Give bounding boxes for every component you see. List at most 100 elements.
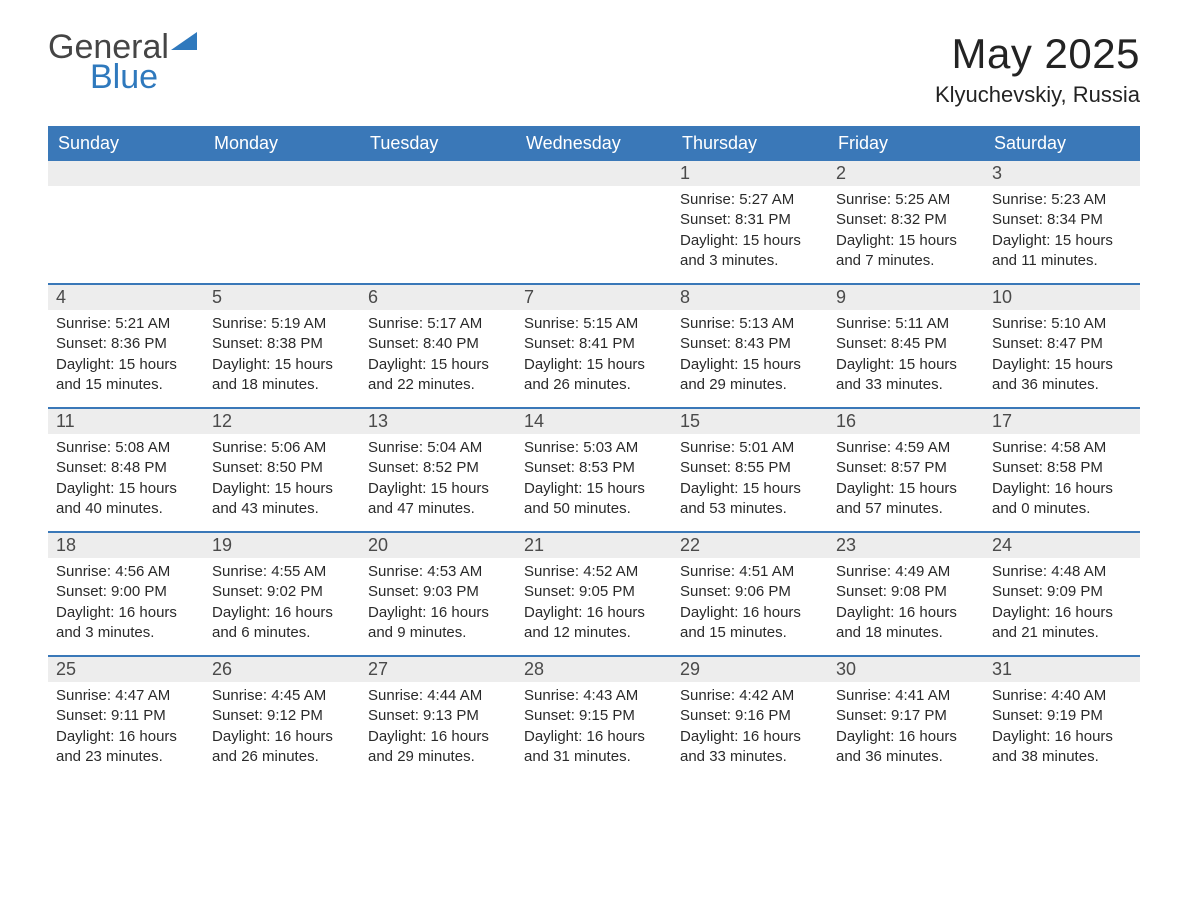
- sunrise-line: Sunrise: 5:06 AM: [212, 438, 352, 458]
- daylight-line: Daylight: 15 hours and 47 minutes.: [368, 479, 508, 520]
- day-number: 15: [672, 409, 828, 434]
- day-number: 27: [360, 657, 516, 682]
- day-number: 19: [204, 533, 360, 558]
- daylight-line: Daylight: 16 hours and 6 minutes.: [212, 603, 352, 644]
- day-body: Sunrise: 5:04 AMSunset: 8:52 PMDaylight:…: [360, 434, 516, 525]
- day-cell: 5Sunrise: 5:19 AMSunset: 8:38 PMDaylight…: [204, 285, 360, 407]
- day-number: 4: [48, 285, 204, 310]
- day-number: 30: [828, 657, 984, 682]
- sunset-line: Sunset: 9:17 PM: [836, 706, 976, 726]
- logo-word2: Blue: [90, 58, 199, 97]
- sunset-line: Sunset: 9:16 PM: [680, 706, 820, 726]
- sunrise-line: Sunrise: 5:23 AM: [992, 190, 1132, 210]
- day-cell: 26Sunrise: 4:45 AMSunset: 9:12 PMDayligh…: [204, 657, 360, 779]
- sunset-line: Sunset: 8:52 PM: [368, 458, 508, 478]
- title-block: May 2025 Klyuchevskiy, Russia: [935, 30, 1140, 108]
- sunset-line: Sunset: 9:13 PM: [368, 706, 508, 726]
- day-number: 2: [828, 161, 984, 186]
- daylight-line: Daylight: 15 hours and 40 minutes.: [56, 479, 196, 520]
- week-row: ....1Sunrise: 5:27 AMSunset: 8:31 PMDayl…: [48, 161, 1140, 283]
- daylight-line: Daylight: 15 hours and 7 minutes.: [836, 231, 976, 272]
- sunset-line: Sunset: 9:15 PM: [524, 706, 664, 726]
- sunrise-line: Sunrise: 5:15 AM: [524, 314, 664, 334]
- sunrise-line: Sunrise: 4:44 AM: [368, 686, 508, 706]
- sunrise-line: Sunrise: 4:59 AM: [836, 438, 976, 458]
- week-row: 4Sunrise: 5:21 AMSunset: 8:36 PMDaylight…: [48, 283, 1140, 407]
- day-body: Sunrise: 5:23 AMSunset: 8:34 PMDaylight:…: [984, 186, 1140, 277]
- day-cell: 2Sunrise: 5:25 AMSunset: 8:32 PMDaylight…: [828, 161, 984, 283]
- day-number: 5: [204, 285, 360, 310]
- sunset-line: Sunset: 8:55 PM: [680, 458, 820, 478]
- daylight-line: Daylight: 16 hours and 26 minutes.: [212, 727, 352, 768]
- day-number: 26: [204, 657, 360, 682]
- sunset-line: Sunset: 8:53 PM: [524, 458, 664, 478]
- sunrise-line: Sunrise: 4:43 AM: [524, 686, 664, 706]
- sunset-line: Sunset: 8:40 PM: [368, 334, 508, 354]
- day-cell: 23Sunrise: 4:49 AMSunset: 9:08 PMDayligh…: [828, 533, 984, 655]
- daylight-line: Daylight: 15 hours and 11 minutes.: [992, 231, 1132, 272]
- sunrise-line: Sunrise: 4:48 AM: [992, 562, 1132, 582]
- daylight-line: Daylight: 15 hours and 22 minutes.: [368, 355, 508, 396]
- sunset-line: Sunset: 8:58 PM: [992, 458, 1132, 478]
- daylight-line: Daylight: 16 hours and 33 minutes.: [680, 727, 820, 768]
- day-number: 14: [516, 409, 672, 434]
- day-cell: 30Sunrise: 4:41 AMSunset: 9:17 PMDayligh…: [828, 657, 984, 779]
- daylight-line: Daylight: 16 hours and 23 minutes.: [56, 727, 196, 768]
- day-number: .: [48, 161, 204, 186]
- daylight-line: Daylight: 16 hours and 12 minutes.: [524, 603, 664, 644]
- day-body: Sunrise: 4:41 AMSunset: 9:17 PMDaylight:…: [828, 682, 984, 773]
- sunset-line: Sunset: 8:45 PM: [836, 334, 976, 354]
- sunrise-line: Sunrise: 4:47 AM: [56, 686, 196, 706]
- sunset-line: Sunset: 8:50 PM: [212, 458, 352, 478]
- daylight-line: Daylight: 15 hours and 33 minutes.: [836, 355, 976, 396]
- day-number: 9: [828, 285, 984, 310]
- day-body: Sunrise: 5:08 AMSunset: 8:48 PMDaylight:…: [48, 434, 204, 525]
- day-body: Sunrise: 4:56 AMSunset: 9:00 PMDaylight:…: [48, 558, 204, 649]
- month-title: May 2025: [935, 30, 1140, 78]
- daylight-line: Daylight: 15 hours and 43 minutes.: [212, 479, 352, 520]
- day-cell: 31Sunrise: 4:40 AMSunset: 9:19 PMDayligh…: [984, 657, 1140, 779]
- day-body: Sunrise: 5:06 AMSunset: 8:50 PMDaylight:…: [204, 434, 360, 525]
- day-body: Sunrise: 4:48 AMSunset: 9:09 PMDaylight:…: [984, 558, 1140, 649]
- day-body: Sunrise: 5:13 AMSunset: 8:43 PMDaylight:…: [672, 310, 828, 401]
- logo: General Blue: [48, 30, 199, 97]
- daylight-line: Daylight: 16 hours and 18 minutes.: [836, 603, 976, 644]
- sunrise-line: Sunrise: 4:42 AM: [680, 686, 820, 706]
- daylight-line: Daylight: 16 hours and 21 minutes.: [992, 603, 1132, 644]
- sunrise-line: Sunrise: 5:10 AM: [992, 314, 1132, 334]
- sunset-line: Sunset: 8:47 PM: [992, 334, 1132, 354]
- calendar: SundayMondayTuesdayWednesdayThursdayFrid…: [48, 126, 1140, 779]
- day-cell: 3Sunrise: 5:23 AMSunset: 8:34 PMDaylight…: [984, 161, 1140, 283]
- sunrise-line: Sunrise: 4:45 AM: [212, 686, 352, 706]
- day-body: Sunrise: 4:52 AMSunset: 9:05 PMDaylight:…: [516, 558, 672, 649]
- sunset-line: Sunset: 9:11 PM: [56, 706, 196, 726]
- sunrise-line: Sunrise: 5:04 AM: [368, 438, 508, 458]
- day-body: Sunrise: 5:15 AMSunset: 8:41 PMDaylight:…: [516, 310, 672, 401]
- daylight-line: Daylight: 16 hours and 15 minutes.: [680, 603, 820, 644]
- day-cell: 13Sunrise: 5:04 AMSunset: 8:52 PMDayligh…: [360, 409, 516, 531]
- day-cell: 14Sunrise: 5:03 AMSunset: 8:53 PMDayligh…: [516, 409, 672, 531]
- daylight-line: Daylight: 15 hours and 15 minutes.: [56, 355, 196, 396]
- sunset-line: Sunset: 8:34 PM: [992, 210, 1132, 230]
- day-body: Sunrise: 4:42 AMSunset: 9:16 PMDaylight:…: [672, 682, 828, 773]
- sunrise-line: Sunrise: 5:25 AM: [836, 190, 976, 210]
- sunrise-line: Sunrise: 4:40 AM: [992, 686, 1132, 706]
- sunrise-line: Sunrise: 5:21 AM: [56, 314, 196, 334]
- day-number: 23: [828, 533, 984, 558]
- sunset-line: Sunset: 9:05 PM: [524, 582, 664, 602]
- sunset-line: Sunset: 9:19 PM: [992, 706, 1132, 726]
- sunrise-line: Sunrise: 5:19 AM: [212, 314, 352, 334]
- day-cell: 27Sunrise: 4:44 AMSunset: 9:13 PMDayligh…: [360, 657, 516, 779]
- day-cell: 9Sunrise: 5:11 AMSunset: 8:45 PMDaylight…: [828, 285, 984, 407]
- day-cell: 4Sunrise: 5:21 AMSunset: 8:36 PMDaylight…: [48, 285, 204, 407]
- day-number: 7: [516, 285, 672, 310]
- day-body: [360, 186, 516, 196]
- day-body: Sunrise: 4:44 AMSunset: 9:13 PMDaylight:…: [360, 682, 516, 773]
- sunrise-line: Sunrise: 4:52 AM: [524, 562, 664, 582]
- day-cell: 22Sunrise: 4:51 AMSunset: 9:06 PMDayligh…: [672, 533, 828, 655]
- day-number: 28: [516, 657, 672, 682]
- sunrise-line: Sunrise: 4:58 AM: [992, 438, 1132, 458]
- day-cell: .: [204, 161, 360, 283]
- daylight-line: Daylight: 16 hours and 3 minutes.: [56, 603, 196, 644]
- day-body: Sunrise: 5:25 AMSunset: 8:32 PMDaylight:…: [828, 186, 984, 277]
